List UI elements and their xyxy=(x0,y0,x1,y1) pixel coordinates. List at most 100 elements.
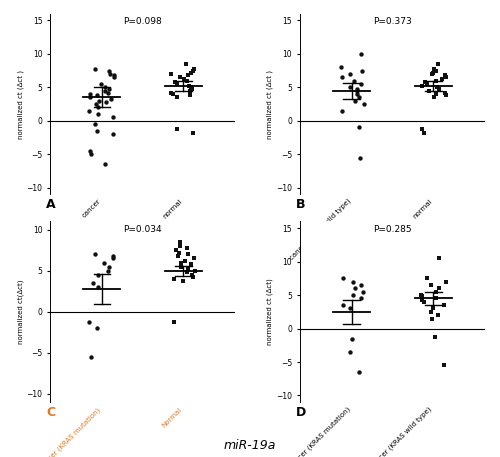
Point xyxy=(85,318,93,325)
Point xyxy=(102,98,110,106)
Point xyxy=(90,121,98,128)
Point xyxy=(435,85,443,92)
Point xyxy=(104,263,112,270)
Point xyxy=(358,67,366,74)
Point xyxy=(356,80,364,88)
Point xyxy=(440,361,448,369)
Point xyxy=(339,302,347,309)
Text: P=0.373: P=0.373 xyxy=(373,17,412,27)
Point xyxy=(110,114,118,121)
Point xyxy=(184,251,192,258)
Text: Cancer (KRAS wild type): Cancer (KRAS wild type) xyxy=(369,405,433,457)
Point xyxy=(336,64,344,71)
Point xyxy=(428,315,436,322)
Point xyxy=(420,129,428,137)
Point xyxy=(430,305,438,312)
Point xyxy=(350,77,358,84)
Point xyxy=(172,94,180,101)
Point xyxy=(86,147,94,154)
Point xyxy=(346,84,354,91)
Text: B: B xyxy=(296,198,306,211)
Point xyxy=(434,60,442,68)
Point xyxy=(86,90,94,98)
Point xyxy=(105,85,113,92)
Point xyxy=(417,292,425,299)
Point xyxy=(430,65,438,72)
Text: P=0.098: P=0.098 xyxy=(123,17,162,27)
Point xyxy=(94,283,102,291)
Point xyxy=(174,80,182,88)
Point xyxy=(185,82,193,90)
Point xyxy=(441,72,449,79)
Point xyxy=(86,150,94,158)
Point xyxy=(441,89,449,96)
Point xyxy=(93,324,101,332)
Point xyxy=(108,252,116,260)
Point xyxy=(173,125,181,133)
Point xyxy=(86,94,94,101)
Point xyxy=(432,77,440,84)
Point xyxy=(426,282,434,289)
Point xyxy=(418,297,426,304)
Point xyxy=(183,269,191,276)
Point xyxy=(184,266,192,273)
Point xyxy=(107,96,115,103)
Point xyxy=(96,80,104,88)
Point xyxy=(432,333,440,340)
Point xyxy=(357,50,365,58)
Point xyxy=(167,70,175,78)
Y-axis label: normalized ct (Δct ): normalized ct (Δct ) xyxy=(267,69,274,138)
Text: cancer: cancer xyxy=(81,198,102,219)
Point xyxy=(90,251,98,258)
Text: C: C xyxy=(46,406,56,419)
Point xyxy=(92,92,100,99)
Point xyxy=(427,308,435,315)
Point xyxy=(428,69,436,76)
Point xyxy=(178,277,186,284)
Point xyxy=(102,87,110,94)
Point xyxy=(104,89,112,96)
Point xyxy=(352,97,360,104)
Point xyxy=(338,74,346,81)
Point xyxy=(182,60,190,68)
Point xyxy=(108,131,116,138)
Y-axis label: normalized ct(Δct): normalized ct(Δct) xyxy=(17,280,24,344)
Point xyxy=(191,267,199,274)
Point xyxy=(423,80,431,88)
Point xyxy=(188,271,196,278)
Text: P=0.285: P=0.285 xyxy=(373,225,412,234)
Point xyxy=(176,239,184,246)
Text: Cancer (KRAS mutation): Cancer (KRAS mutation) xyxy=(38,406,102,457)
Text: A: A xyxy=(46,198,56,211)
Point xyxy=(418,82,426,90)
Point xyxy=(94,97,102,104)
Point xyxy=(110,72,118,79)
Point xyxy=(432,295,440,302)
Point xyxy=(190,65,198,72)
Point xyxy=(350,292,358,299)
Point xyxy=(176,74,184,81)
Point xyxy=(94,271,102,278)
Point xyxy=(188,69,196,76)
Point xyxy=(110,255,118,262)
Point xyxy=(180,75,188,83)
Point xyxy=(428,70,436,78)
Point xyxy=(339,275,347,282)
Point xyxy=(423,275,431,282)
Point xyxy=(430,94,438,101)
Point xyxy=(432,90,440,98)
Point xyxy=(422,78,430,85)
Point xyxy=(106,70,114,78)
Point xyxy=(183,244,191,251)
Point xyxy=(357,282,365,289)
Point xyxy=(432,288,440,295)
Point xyxy=(168,89,175,96)
Y-axis label: normalized ct (Δct): normalized ct (Δct) xyxy=(267,278,274,345)
Text: normal: normal xyxy=(162,198,184,219)
Point xyxy=(172,247,180,254)
Y-axis label: normalized ct (Δct ): normalized ct (Δct ) xyxy=(17,69,24,138)
Point xyxy=(182,257,190,265)
Point xyxy=(110,74,118,81)
Text: P=0.034: P=0.034 xyxy=(123,225,162,234)
Point xyxy=(360,101,368,108)
